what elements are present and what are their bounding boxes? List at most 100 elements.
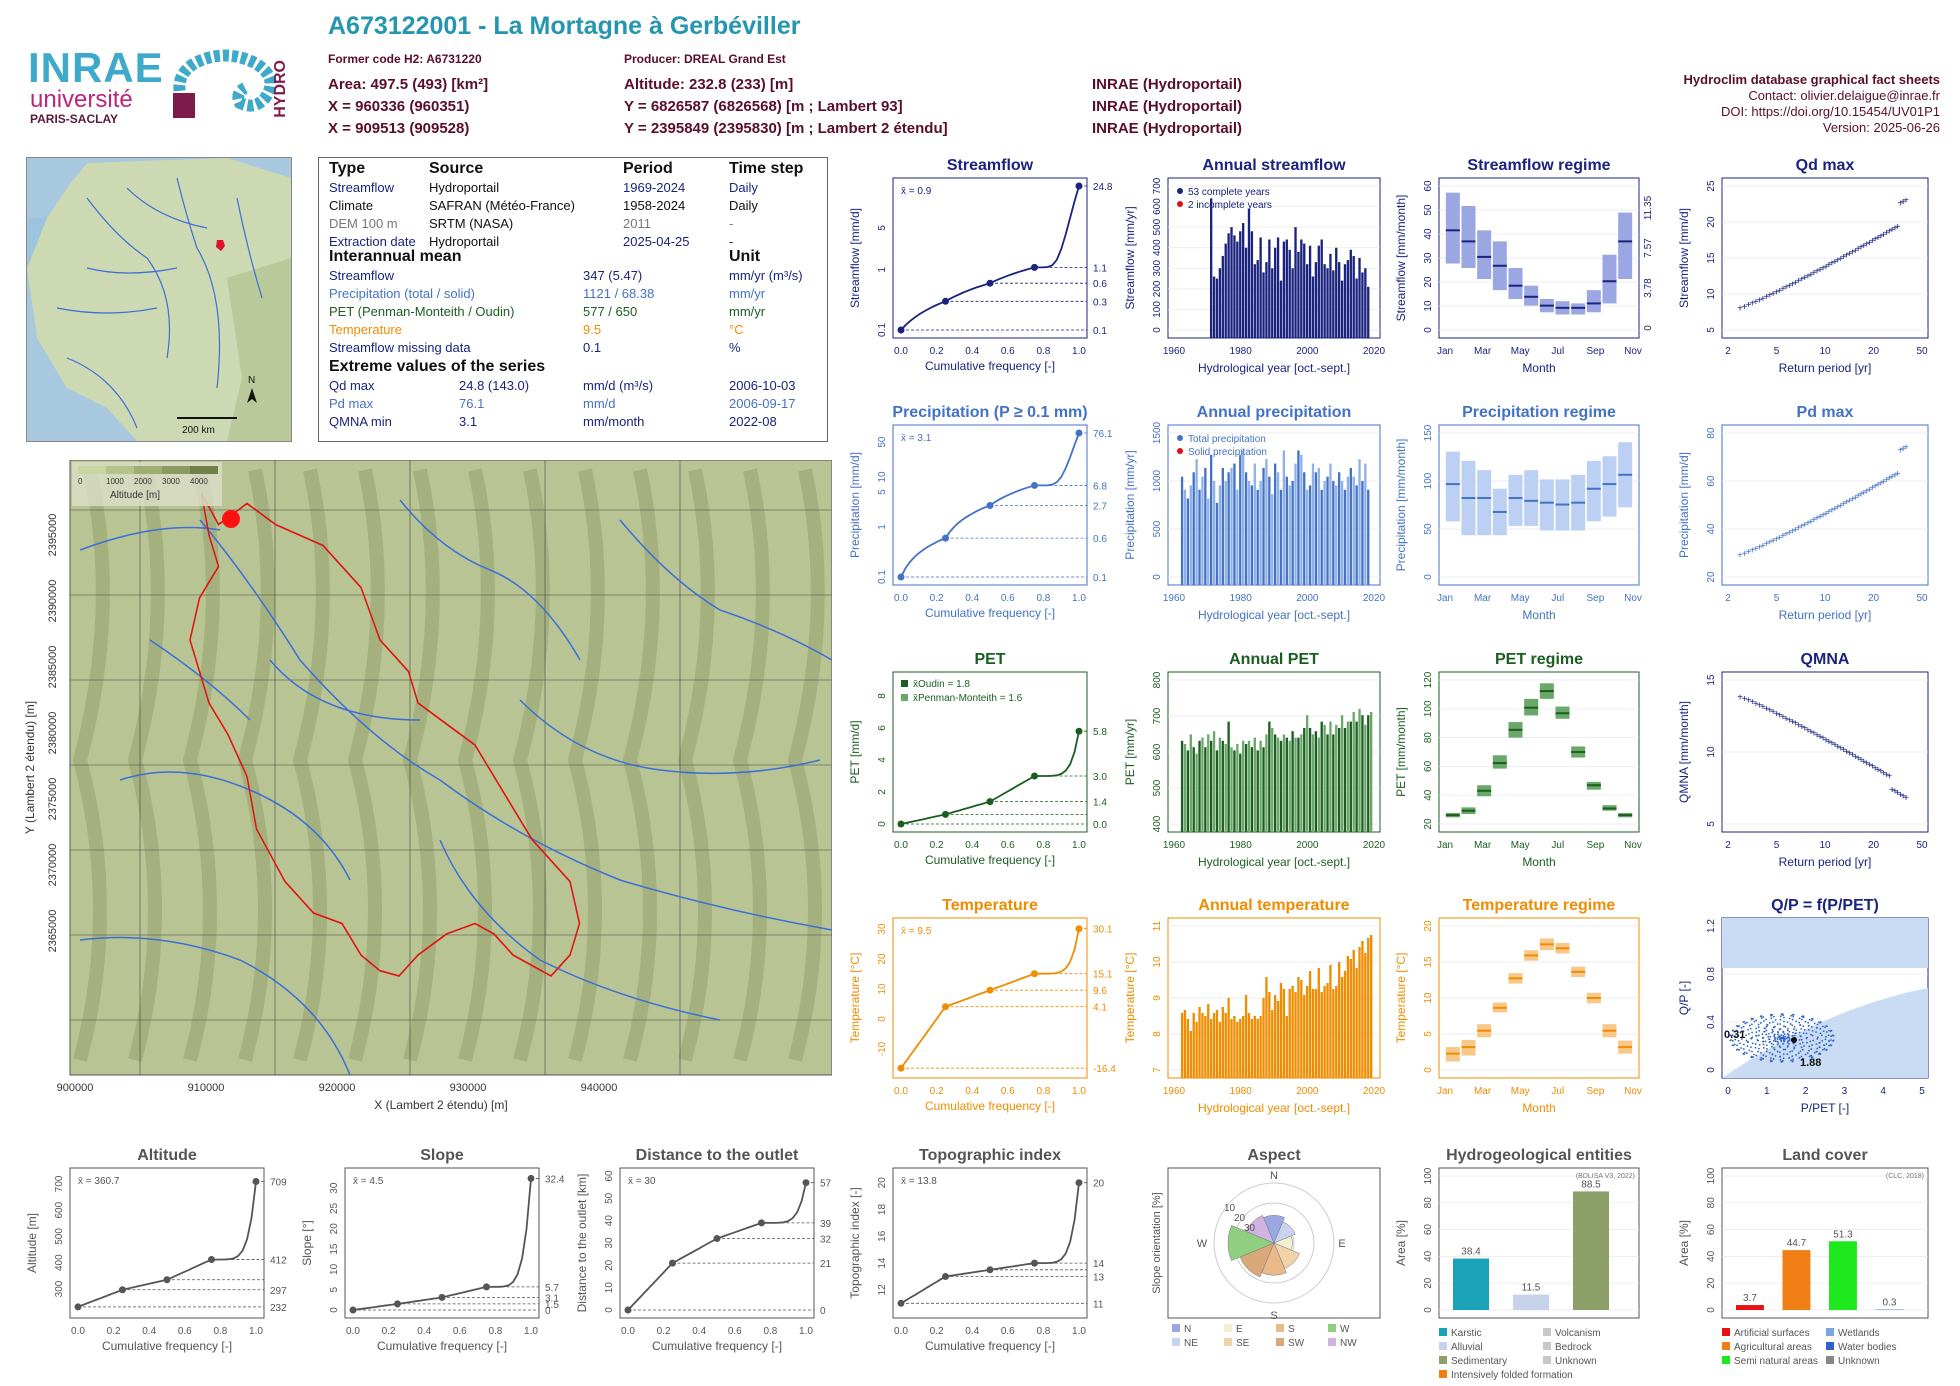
quantile-point (942, 1003, 949, 1011)
return-point: + (1770, 707, 1776, 718)
legend-label: Wetlands (1838, 1328, 1880, 1339)
daily-point (1751, 1036, 1754, 1039)
annual-bar (1291, 731, 1294, 832)
daily-point (1788, 1017, 1791, 1020)
extreme-value: 24.8 (143.0) (459, 378, 530, 393)
y-tick: 10 (604, 1282, 615, 1294)
annual-bar (1297, 737, 1300, 832)
y-tick: 50 (604, 1192, 615, 1204)
y-tick: 100 (1423, 700, 1434, 717)
daily-point (1762, 1040, 1765, 1043)
quantile-label: 39 (820, 1219, 832, 1230)
daily-point (1773, 1048, 1776, 1051)
return-point: + (1869, 236, 1875, 247)
annual-bar (1303, 243, 1306, 338)
legend-swatch (1328, 1324, 1336, 1332)
annual-bar (1215, 278, 1219, 338)
doi-link[interactable]: DOI: https://doi.org/10.15454/UV01P1 (1721, 104, 1940, 119)
legend-swatch (1177, 448, 1183, 454)
map-y-tick: 2375000 (47, 778, 59, 821)
x-tick: 2020 (1363, 1086, 1386, 1097)
daily-point (1776, 1033, 1779, 1036)
annual-bar (1271, 268, 1274, 338)
plot-frame (1721, 1167, 1929, 1319)
map-x-label: X (Lambert 2 étendu) [m] (374, 1098, 507, 1112)
daily-point (1824, 1038, 1827, 1041)
quantile-point (624, 1306, 632, 1314)
annual-bar (1274, 734, 1277, 832)
annual-bar (1224, 243, 1227, 338)
daily-point (1782, 1030, 1785, 1033)
return-point: + (1823, 262, 1829, 273)
annual-bar (1314, 731, 1318, 832)
quantile-label: 21 (820, 1259, 832, 1270)
mean-label: x̄ = 30 (628, 1176, 656, 1187)
daily-point (1741, 1035, 1744, 1038)
annual-bar (1349, 467, 1352, 585)
daily-point (1742, 1043, 1745, 1046)
y-tick: 25 (329, 1202, 340, 1214)
regime-box (1508, 267, 1523, 299)
annual-bar (1282, 241, 1286, 338)
daily-point (1760, 1017, 1763, 1020)
daily-point (1800, 1035, 1802, 1038)
info-row-type: Streamflow (329, 180, 395, 195)
daily-point (1746, 1021, 1748, 1024)
daily-point (1735, 1048, 1738, 1051)
return-point: + (1903, 442, 1909, 453)
former-code: Former code H2: A6731220 (328, 52, 482, 66)
daily-point (1758, 1029, 1761, 1032)
daily-point (1770, 1057, 1772, 1059)
daily-point (1746, 1045, 1749, 1048)
chart-title: Qd max (1796, 157, 1855, 174)
quantile-label: 0.6 (1093, 534, 1107, 545)
annual-bar (1364, 268, 1367, 338)
daily-point (1784, 1035, 1787, 1038)
regime-box (1524, 470, 1539, 526)
chart-altitude_cdf: Altitude Cumulative frequency [-] Altitude… (25, 1147, 287, 1353)
contact[interactable]: Contact: olivier.delaigue@inrae.fr (1748, 88, 1940, 103)
daily-point (1750, 1023, 1753, 1026)
daily-point (1808, 1055, 1811, 1058)
y-tick: 10 (877, 471, 888, 483)
chart-streamflow_regime: Streamflow regime Month Streamflow [mm/mon… (1394, 157, 1654, 375)
return-point: + (1847, 496, 1853, 507)
annual-bar (1180, 740, 1184, 832)
x-tick: 0.6 (453, 1326, 467, 1337)
x-tick: 50 (1916, 840, 1928, 851)
daily-point (1747, 1028, 1749, 1031)
annual-bar (1343, 489, 1347, 585)
direction-label: W (1197, 1238, 1208, 1250)
bar-value-label: 11.5 (1522, 1283, 1541, 1294)
legend-swatch (1177, 435, 1183, 441)
y-tick: 0.1 (877, 570, 888, 584)
mean-unit: % (729, 340, 741, 355)
legend-swatch (1722, 1328, 1730, 1336)
x-axis-label: Cumulative frequency [-] (102, 1339, 232, 1353)
daily-point (1791, 1024, 1794, 1027)
annual-bar (1236, 1022, 1239, 1078)
annual-bar (1308, 485, 1312, 585)
daily-point (1755, 1027, 1758, 1030)
y-tick: 5 (1706, 821, 1717, 827)
y-tick: -10 (877, 1041, 888, 1056)
annual-bar (1218, 1022, 1222, 1078)
annual-bar (1308, 971, 1312, 1078)
return-point: + (1841, 252, 1847, 263)
return-point: + (1875, 480, 1881, 491)
legend-swatch (1543, 1342, 1551, 1350)
annual-bar (1346, 476, 1350, 585)
daily-point (1748, 1024, 1751, 1027)
annual-bar (1361, 715, 1364, 832)
y-tick: 60 (1423, 180, 1434, 192)
annual-bar (1329, 965, 1332, 1078)
daily-point (1734, 1038, 1737, 1041)
daily-point (1730, 1034, 1733, 1037)
x-tick: Jul (1551, 593, 1564, 604)
return-point: + (1826, 737, 1832, 748)
daily-point (1766, 1048, 1768, 1050)
x-tick: 2020 (1363, 593, 1386, 604)
daily-point (1822, 1048, 1824, 1051)
quantile-label: 30.1 (1093, 925, 1113, 936)
annual-bar (1346, 721, 1350, 832)
